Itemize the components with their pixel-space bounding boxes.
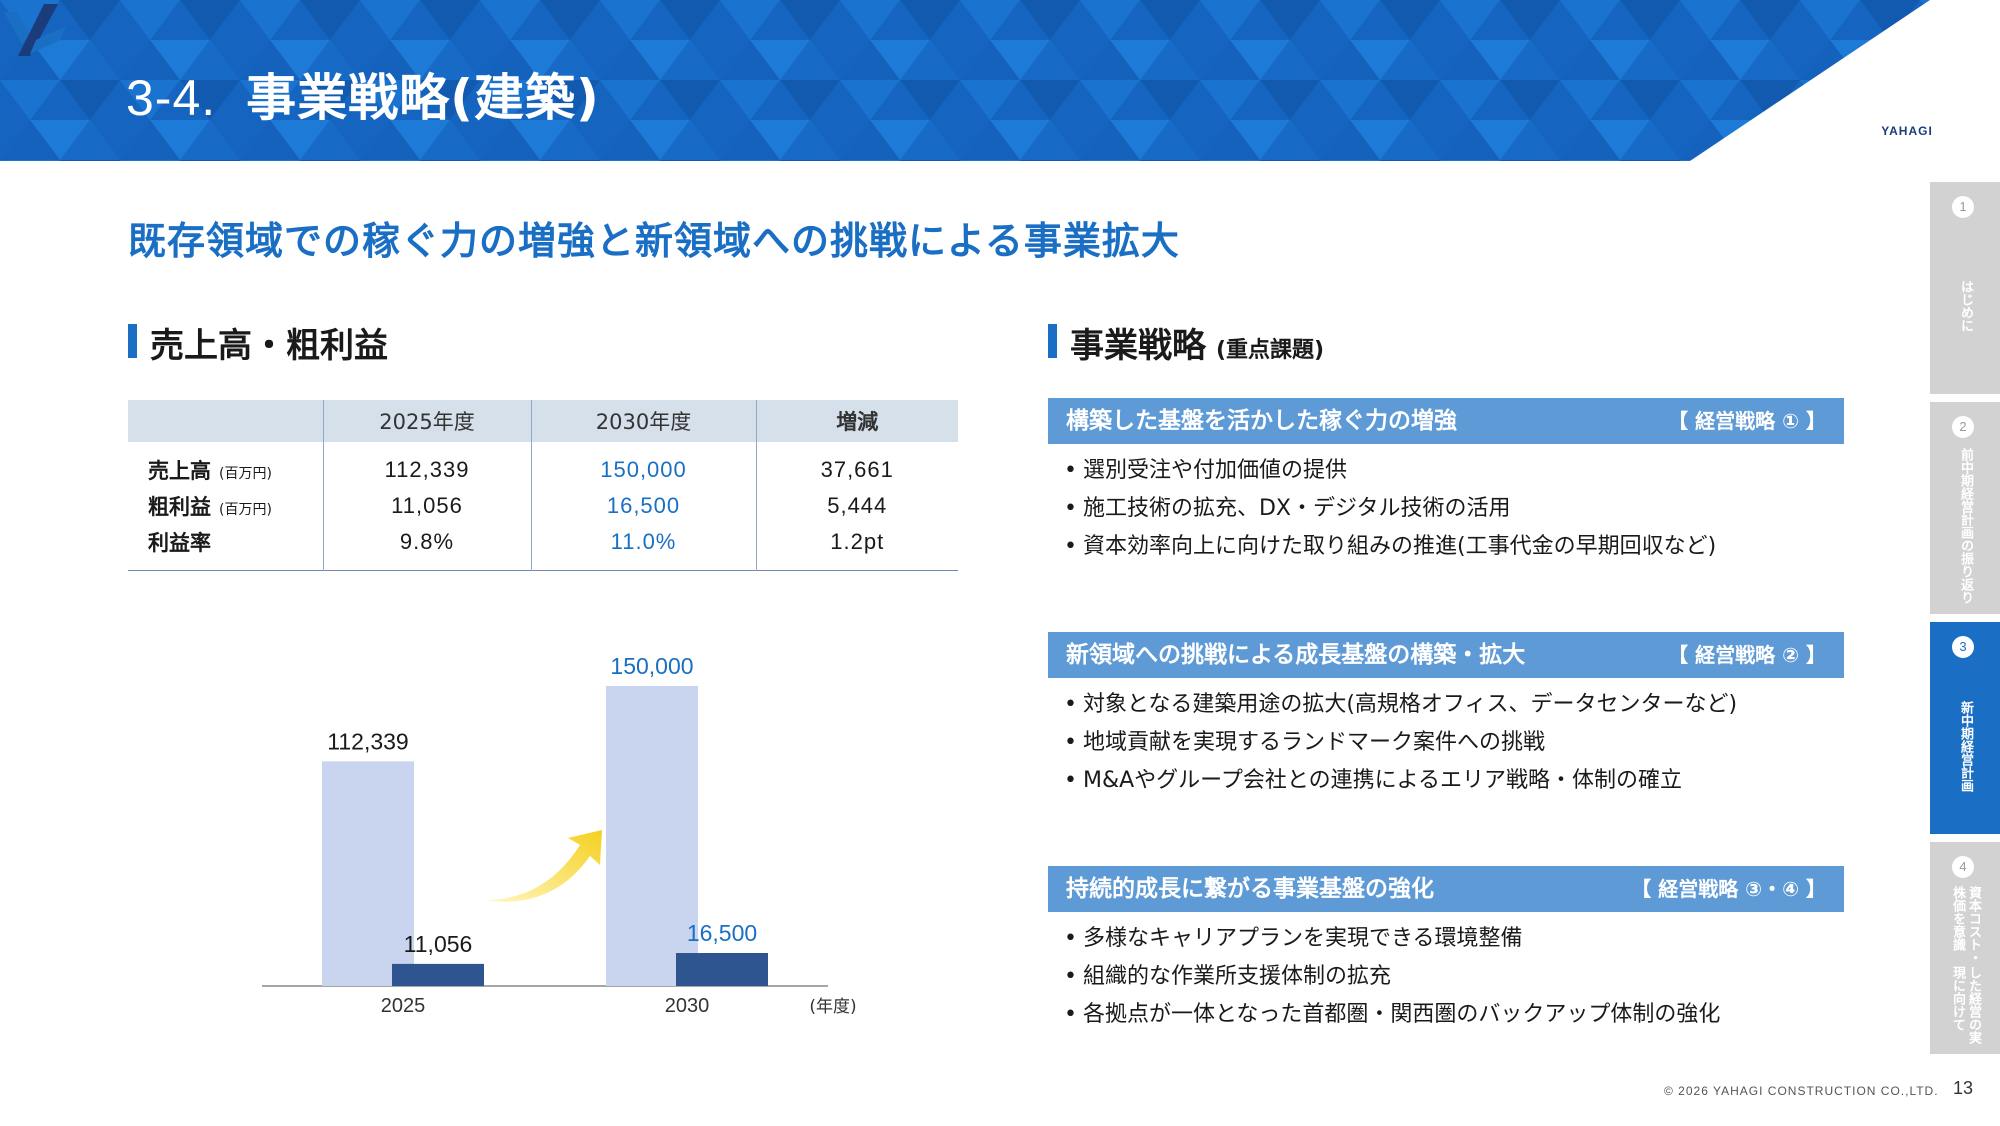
strategy-section-subheading: (重点課題) [1216,338,1325,363]
financial-table: 2025年度 2030年度 増減 売上高 (百万円) 112,339 150,00… [128,400,958,571]
side-nav-label-line: 新中期経営計画 [1958,700,1973,792]
list-item: 資本効率向上に向けた取り組みの推進(工事代金の早期回収など) [1064,528,1716,566]
side-nav-label: 前中期経営計画の 振り返り [1930,446,2000,606]
strategy-2-tag: 【 経営戦略 ② 】 [1668,643,1826,667]
data-label-gross-2025: 11,056 [404,931,473,957]
row-label: 利益率 [128,524,323,570]
strategy-section-heading-text: 事業戦略 [1070,326,1206,366]
table-header-row: 2025年度 2030年度 増減 [128,400,958,442]
strategy-3-tag: 【 経営戦略 ③・④ 】 [1631,877,1826,901]
section-number: 3-4. [126,70,217,126]
row-label-text: 利益率 [148,530,211,555]
page-number: 13 [1953,1078,1974,1098]
strategy-3-bar: 持続的成長に繋がる事業基盤の強化 【 経営戦略 ③・④ 】 [1048,866,1844,912]
list-item: M&Aやグループ会社との連携によるエリア戦略・体制の確立 [1064,762,1737,800]
side-nav-label: 新中期経営計画 [1930,666,2000,826]
yahagi-logo-icon [4,4,66,56]
side-nav-item-intro[interactable]: 1 はじめに [1930,182,2000,394]
table-header-cell: 2025年度 [322,400,531,442]
cell-diff: 5,444 [755,488,958,524]
list-item: 各拠点が一体となった首都圏・関西圏のバックアップ体制の強化 [1064,996,1720,1034]
slide-title-text: 事業戦略(建築) [246,69,600,127]
strategy-3-title: 持続的成長に繋がる事業基盤の強化 [1066,876,1434,902]
strategy-3-list: 多様なキャリアプランを実現できる環境整備 組織的な作業所支援体制の拡充 各拠点が… [1064,920,1720,1034]
bar-gross-2030 [676,953,768,986]
cell-2025: 9.8% [322,524,531,570]
slide-title: 3-4. 事業戦略(建築) [126,58,600,130]
cell-2030: 16,500 [530,488,756,524]
table-header-cell [128,400,323,442]
strategy-1-list: 選別受注や付加価値の提供 施工技術の拡充、DX・デジタル技術の活用 資本効率向上… [1064,452,1716,566]
side-nav-label-line: 振り返り [1958,552,1973,604]
side-nav-label: はじめに [1930,226,2000,386]
header-banner: 3-4. 事業戦略(建築) YAHAGI [0,0,2000,161]
sales-section-heading: 売上高・粗利益 [128,318,388,367]
sales-section-heading-text: 売上高・粗利益 [150,326,388,366]
list-item: 多様なキャリアプランを実現できる環境整備 [1064,920,1720,958]
strategy-1-tag: 【 経営戦略 ① 】 [1668,409,1826,433]
row-unit: (百万円) [219,466,272,482]
side-nav-label-line: した経営の実現に向けて [1950,966,1981,1044]
strategy-section-heading: 事業戦略 (重点課題) [1048,318,1324,367]
growth-arrow-icon [485,830,602,902]
side-nav-number: 4 [1952,856,1974,878]
logo-text: YAHAGI [1881,124,1933,138]
row-unit: (百万円) [219,502,272,518]
strategy-2-bar: 新領域への挑戦による成長基盤の構築・拡大 【 経営戦略 ② 】 [1048,632,1844,678]
strategy-2-title: 新領域への挑戦による成長基盤の構築・拡大 [1066,642,1526,668]
side-nav-label-line: はじめに [1958,280,1973,332]
side-nav-number: 2 [1952,416,1974,438]
data-label-gross-2030: 16,500 [687,920,757,946]
cell-2030: 11.0% [530,524,756,570]
row-label: 粗利益 (百万円) [128,488,323,524]
table-row: 粗利益 (百万円) 11,056 16,500 5,444 [128,488,958,524]
x-axis-unit: (年度) [809,997,856,1017]
cell-diff: 1.2pt [755,524,958,570]
copyright: © 2026 YAHAGI CONSTRUCTION CO.,LTD. [1664,1084,1939,1098]
row-label-text: 売上高 [148,459,211,483]
table-row: 売上高 (百万円) 112,339 150,000 37,661 [128,442,958,488]
row-label-text: 粗利益 [148,495,211,519]
x-tick-label-2025: 2025 [381,995,426,1017]
side-nav-label-line: 前中期経営計画の [1958,448,1973,552]
side-nav-item-review[interactable]: 2 前中期経営計画の 振り返り [1930,402,2000,614]
bar-sales-2030 [606,686,698,986]
side-nav-item-capital-cost[interactable]: 4 資本コスト・株価を意識 した経営の実現に向けて [1930,842,2000,1054]
strategy-1-title: 構築した基盤を活かした稼ぐ力の増強 [1066,408,1457,434]
sales-profit-bar-chart: 112,339 11,056 2025 150,000 16,500 2030 (年度) [262,653,857,1017]
strategy-2-list: 対象となる建築用途の拡大(高規格オフィス、データセンターなど) 地域貢献を実現す… [1064,686,1737,800]
list-item: 組織的な作業所支援体制の拡充 [1064,958,1720,996]
cell-2025: 11,056 [322,488,531,524]
data-label-sales-2025: 112,339 [327,728,408,754]
table-row: 利益率 9.8% 11.0% 1.2pt [128,524,958,570]
banner-background [0,0,1930,161]
strategy-1-bar: 構築した基盤を活かした稼ぐ力の増強 【 経営戦略 ① 】 [1048,398,1844,444]
table-header-cell: 増減 [755,400,958,442]
table-header-cell: 2030年度 [530,400,756,442]
bar-sales-2025 [322,761,414,986]
x-tick-label-2030: 2030 [665,995,710,1017]
list-item: 施工技術の拡充、DX・デジタル技術の活用 [1064,490,1716,528]
side-nav-item-new-plan[interactable]: 3 新中期経営計画 [1930,622,2000,834]
side-nav-label: 資本コスト・株価を意識 した経営の実現に向けて [1930,886,2000,1046]
side-nav-number: 1 [1952,196,1974,218]
list-item: 対象となる建築用途の拡大(高規格オフィス、データセンターなど) [1064,686,1737,724]
list-item: 地域貢献を実現するランドマーク案件への挑戦 [1064,724,1737,762]
headline: 既存領域での稼ぐ力の増強と新領域への挑戦による事業拡大 [128,219,1180,263]
cell-2025: 112,339 [322,442,531,488]
list-item: 選別受注や付加価値の提供 [1064,452,1716,490]
bar-gross-2025 [392,963,484,986]
row-label: 売上高 (百万円) [128,442,323,488]
side-nav-label-line: 資本コスト・株価を意識 [1950,886,1981,964]
cell-diff: 37,661 [755,442,958,488]
data-label-sales-2030: 150,000 [610,653,693,679]
cell-2030: 150,000 [530,442,756,488]
side-nav-number: 3 [1952,636,1974,658]
